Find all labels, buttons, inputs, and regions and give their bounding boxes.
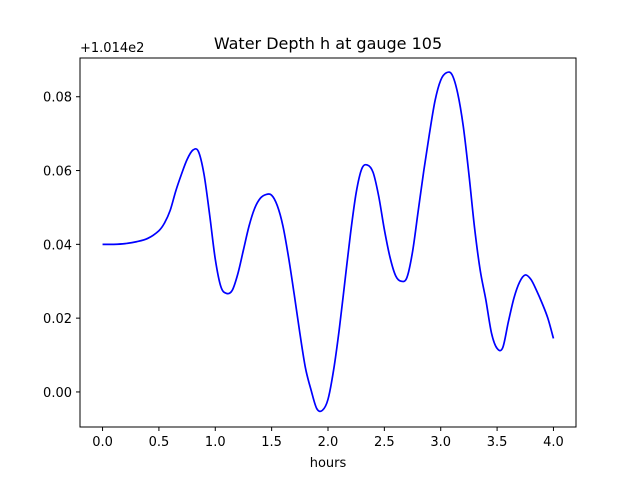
x-tick-label: 0.5 [149, 435, 170, 450]
x-axis: 0.0 0.5 1.0 1.5 2.0 2.5 3.0 3.5 4.0 [92, 427, 564, 450]
y-tick-label: 0.04 [43, 238, 72, 253]
y-tick-label: 0.02 [43, 312, 72, 327]
x-tick-label: 3.5 [487, 435, 508, 450]
y-tick-label: 0.06 [43, 165, 72, 180]
series-line-0 [102, 71, 555, 413]
x-tick-label: 1.5 [261, 435, 282, 450]
x-axis-label: hours [310, 456, 347, 471]
x-tick-label: 1.0 [205, 435, 226, 450]
chart-title: Water Depth h at gauge 105 [214, 34, 442, 53]
x-tick-label: 3.0 [430, 435, 451, 450]
x-tick-label: 0.0 [92, 435, 113, 450]
y-tick-label: 0.08 [43, 91, 72, 106]
x-tick-label: 2.5 [374, 435, 395, 450]
plot-area [102, 71, 555, 413]
x-tick-label: 4.0 [543, 435, 564, 450]
y-tick-label: 0.00 [43, 386, 72, 401]
x-tick-label: 2.0 [318, 435, 339, 450]
y-axis: 0.00 0.02 0.04 0.06 0.08 [43, 91, 80, 401]
y-offset-label: +1.014e2 [80, 41, 144, 56]
